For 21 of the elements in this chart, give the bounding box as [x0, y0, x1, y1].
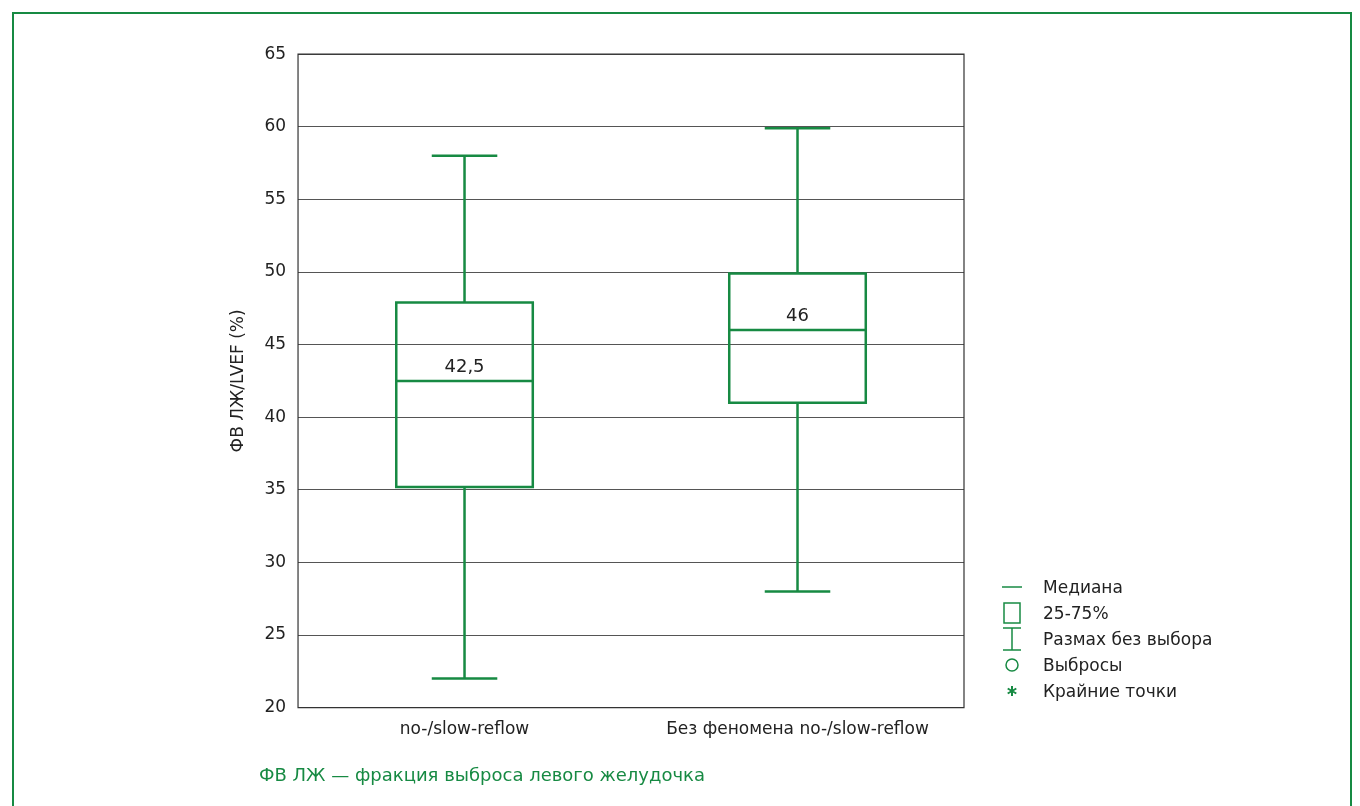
x-tick-label: no-/slow-reflow — [399, 718, 530, 739]
y-tick-label: 20 — [264, 696, 287, 717]
y-tick-label: 55 — [264, 187, 287, 208]
y-tick-label: 40 — [264, 405, 287, 426]
x-tick-label: Без феномена no-/slow-reflow — [666, 718, 929, 739]
y-tick-label: 35 — [264, 478, 287, 499]
text: 25-75% — [1043, 603, 1109, 623]
annotation: 42,5 — [444, 354, 485, 376]
y-tick-label: 45 — [264, 333, 287, 354]
y-tick-label: 30 — [264, 550, 287, 571]
text: Крайние точки — [1043, 681, 1178, 701]
y-tick-label: 60 — [264, 115, 287, 136]
y-tick-label: 50 — [264, 260, 287, 281]
y-tick-label: 25 — [264, 623, 287, 644]
text: Выбросы — [1043, 655, 1123, 675]
y-axis-title: ФВ ЛЖ/LVEF (%) — [226, 309, 247, 453]
text: Размах без выбора — [1043, 629, 1213, 649]
y-tick-label: 65 — [264, 42, 287, 63]
text: ФВ ЛЖ — фракция выброса левого желудочка — [259, 764, 705, 785]
text: Медиана — [1043, 577, 1123, 597]
annotation: 46 — [786, 303, 809, 325]
